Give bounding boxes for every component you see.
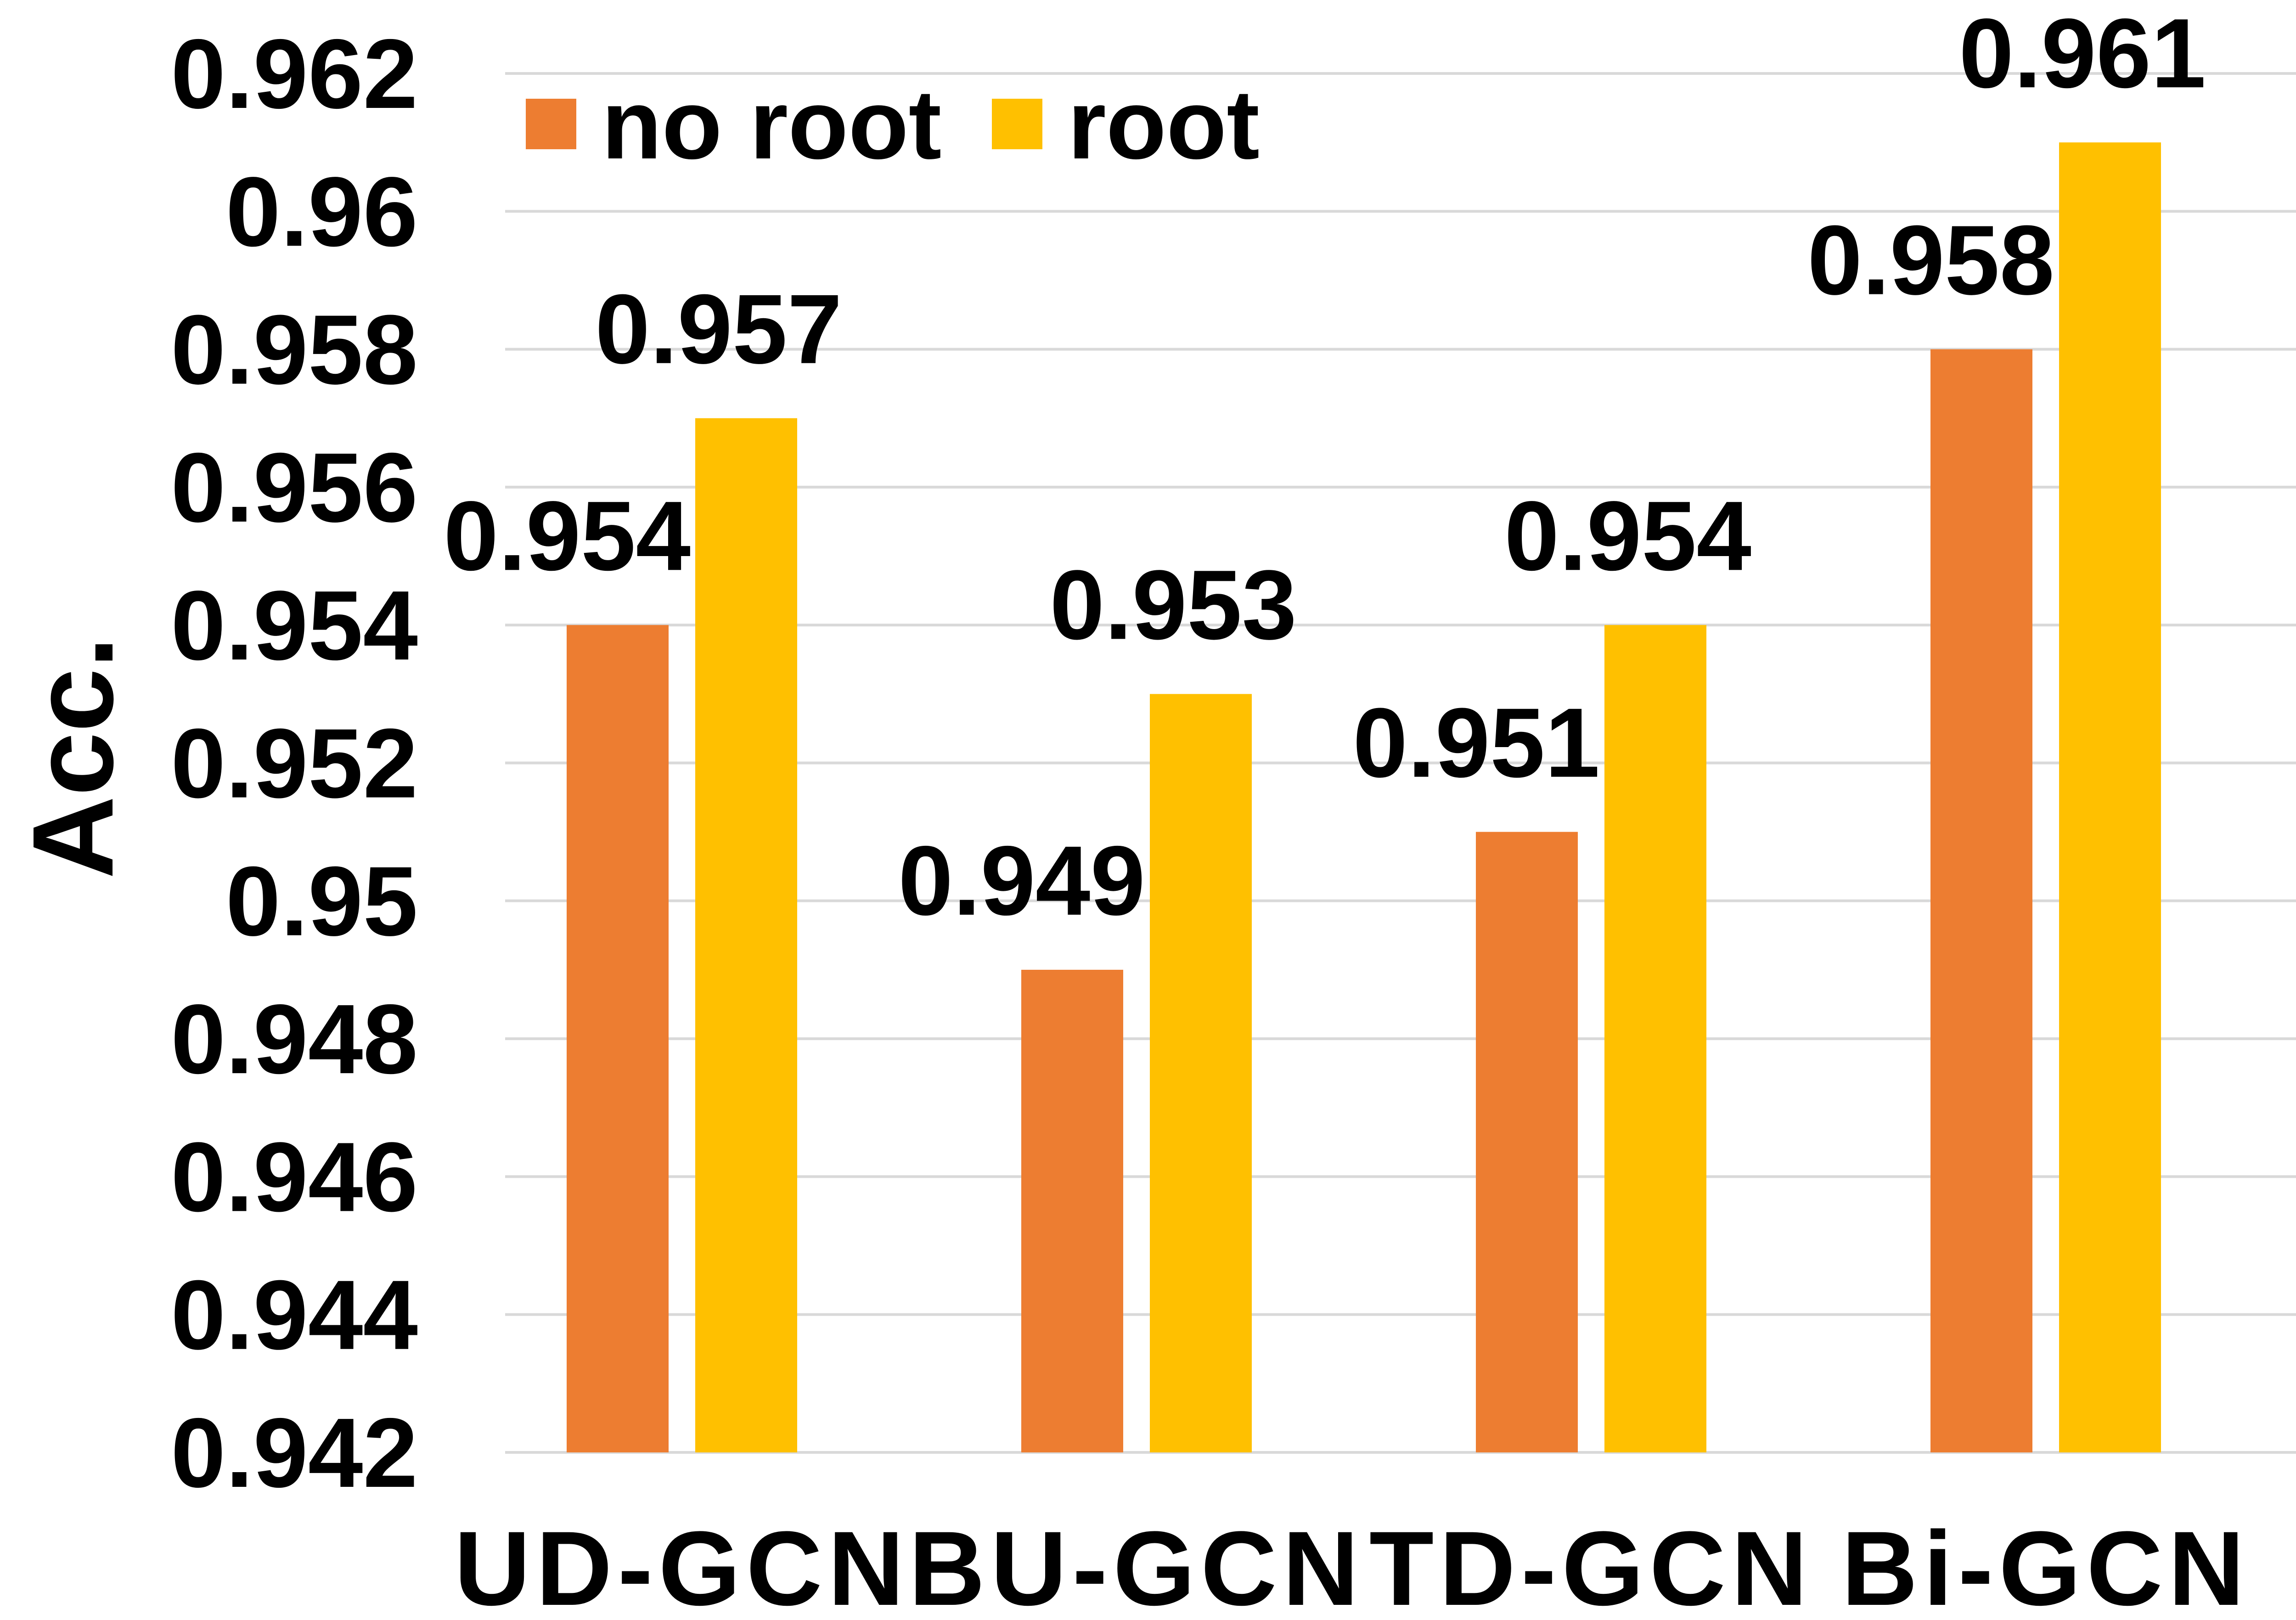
data-label: 0.961 (1959, 0, 2206, 108)
y-tick-label: 0.96 (226, 156, 418, 267)
data-label: 0.953 (1050, 549, 1297, 660)
data-label: 0.958 (1807, 205, 2054, 315)
category-label: Bi-GCN (1841, 1509, 2250, 1620)
data-label: 0.954 (1504, 480, 1751, 591)
legend-label: no root (602, 69, 941, 180)
bars (567, 142, 2161, 1453)
y-tick-label: 0.952 (171, 708, 418, 819)
y-tick-label: 0.946 (171, 1121, 418, 1232)
category-label: BU-GCN (909, 1509, 1364, 1620)
y-tick-label: 0.95 (226, 846, 418, 956)
legend-swatch (992, 99, 1042, 149)
y-tick-label: 0.948 (171, 984, 418, 1094)
data-label: 0.957 (595, 274, 842, 384)
y-tick-label: 0.942 (171, 1397, 418, 1508)
bar (1150, 694, 1252, 1452)
data-labels: 0.954 0.949 0.951 0.958 0.957 0.953 0.954 0.961 (444, 0, 2206, 936)
data-label: 0.949 (898, 825, 1145, 936)
y-tick-label: 0.944 (171, 1260, 418, 1370)
y-axis-label: Acc. (9, 636, 137, 879)
gridlines (505, 72, 2296, 1454)
category-label: UD-GCN (454, 1509, 910, 1620)
legend: no root root (526, 69, 1260, 180)
bar (567, 625, 669, 1452)
bar (1930, 349, 2032, 1452)
y-tick-label: 0.956 (171, 432, 418, 543)
legend-swatch (526, 99, 576, 149)
y-axis-ticks: 0.942 0.944 0.946 0.948 0.95 0.952 0.954 0.956 0… (171, 18, 418, 1508)
bar (1604, 625, 1706, 1452)
data-label: 0.954 (444, 480, 691, 591)
data-label: 0.951 (1353, 687, 1600, 798)
legend-label: root (1068, 69, 1260, 180)
y-tick-label: 0.954 (171, 570, 418, 681)
bar (1021, 969, 1123, 1452)
bar (1476, 832, 1578, 1452)
category-label: TD-GCN (1369, 1509, 1813, 1620)
y-tick-label: 0.962 (171, 18, 418, 129)
bar (2059, 142, 2161, 1453)
y-tick-label: 0.958 (171, 294, 418, 405)
bar (695, 418, 797, 1452)
